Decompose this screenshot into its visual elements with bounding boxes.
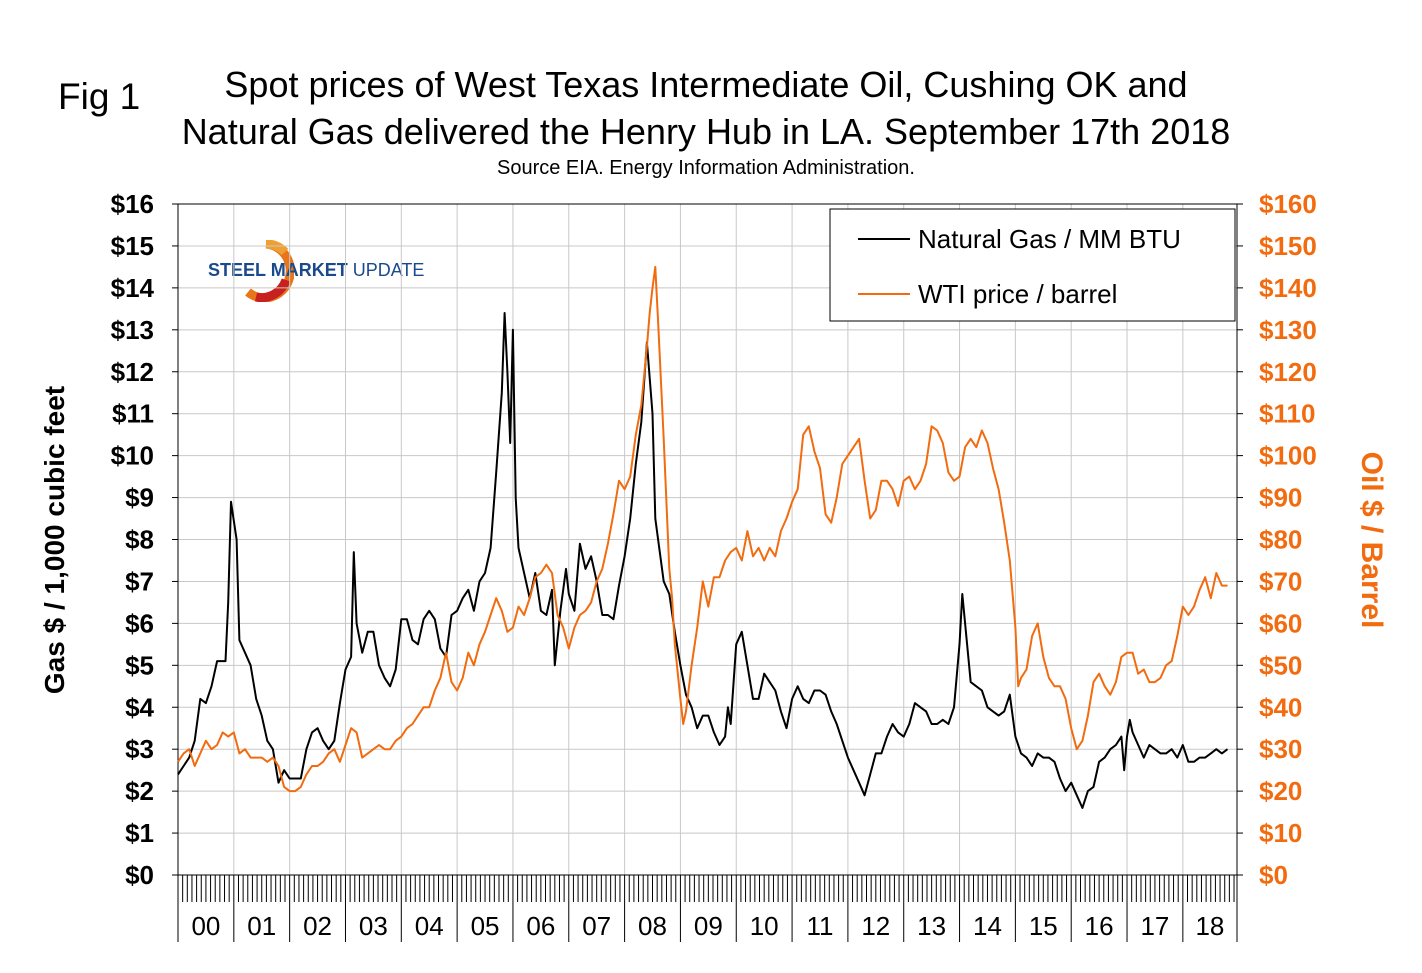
x-tick-label: 04 — [415, 911, 444, 941]
left-tick-label: $16 — [111, 189, 154, 219]
right-tick-label: $60 — [1259, 608, 1302, 638]
x-tick-label: 01 — [247, 911, 276, 941]
left-tick-label: $4 — [125, 692, 154, 722]
x-tick-label: 11 — [806, 911, 833, 941]
left-tick-label: $2 — [125, 776, 154, 806]
figure-label: Fig 1 — [58, 76, 141, 117]
right-tick-label: $100 — [1259, 441, 1317, 471]
right-tick-label: $110 — [1259, 399, 1315, 429]
x-tick-label: 07 — [582, 911, 611, 941]
x-tick-label: 00 — [191, 911, 220, 941]
right-tick-label: $30 — [1259, 734, 1302, 764]
left-tick-label: $14 — [111, 273, 155, 303]
right-tick-label: $0 — [1259, 860, 1288, 890]
x-tick-label: 10 — [750, 911, 779, 941]
legend: Natural Gas / MM BTU WTI price / barrel — [829, 208, 1236, 322]
right-tick-label: $70 — [1259, 566, 1302, 596]
left-tick-label: $12 — [111, 357, 154, 387]
right-tick-label: $160 — [1259, 189, 1317, 219]
left-tick-label: $9 — [125, 483, 154, 513]
right-tick-label: $90 — [1259, 483, 1302, 513]
right-tick-label: $20 — [1259, 776, 1302, 806]
left-tick-label: $6 — [125, 608, 154, 638]
chart-title-line1: Spot prices of West Texas Intermediate O… — [224, 64, 1188, 105]
left-tick-label: $0 — [125, 860, 154, 890]
logo-word-update: UPDATE — [352, 260, 425, 280]
x-tick-label: 14 — [973, 911, 1002, 941]
right-tick-label: $50 — [1259, 650, 1302, 680]
x-tick-label: 06 — [526, 911, 555, 941]
right-tick-label: $130 — [1259, 315, 1317, 345]
left-tick-label: $15 — [111, 231, 154, 261]
x-tick-label: 03 — [359, 911, 388, 941]
x-tick-label: 02 — [303, 911, 332, 941]
x-tick-label: 13 — [917, 911, 946, 941]
left-tick-label: $1 — [125, 818, 154, 848]
x-tick-label: 09 — [694, 911, 723, 941]
legend-label-gas: Natural Gas / MM BTU — [918, 224, 1181, 254]
x-tick-label: 16 — [1085, 911, 1114, 941]
logo-word-steel: STEEL — [208, 260, 266, 280]
x-tick-label: 17 — [1140, 911, 1169, 941]
legend-label-oil: WTI price / barrel — [918, 279, 1117, 309]
x-tick-label: 08 — [638, 911, 667, 941]
left-tick-label: $7 — [125, 566, 154, 596]
oil-price-line — [177, 265, 1228, 793]
right-tick-label: $80 — [1259, 525, 1302, 555]
left-tick-label: $11 — [112, 399, 154, 429]
legend-box — [829, 208, 1236, 322]
right-tick-label: $10 — [1259, 818, 1302, 848]
right-axis-title: Oil $ / Barrel — [1355, 452, 1388, 629]
left-tick-label: $5 — [125, 650, 154, 680]
series-lines — [177, 265, 1229, 809]
left-tick-label: $13 — [111, 315, 154, 345]
left-tick-label: $10 — [111, 441, 154, 471]
chart-source-note: Source EIA. Energy Information Administr… — [497, 157, 915, 179]
chart-title-line2: Natural Gas delivered the Henry Hub in L… — [181, 111, 1231, 152]
left-tick-label: $3 — [125, 734, 154, 764]
x-tick-label: 15 — [1029, 911, 1058, 941]
right-tick-label: $140 — [1259, 273, 1317, 303]
x-tick-label: 12 — [861, 911, 890, 941]
right-tick-label: $120 — [1259, 357, 1317, 387]
x-tick-label: 05 — [471, 911, 500, 941]
right-tick-label: $150 — [1259, 231, 1317, 261]
right-tick-label: $40 — [1259, 692, 1302, 722]
axes: $0 $0 $1 $10 $2 $20 $3 $30 $4 $40 $5 $50 $6 $60 $7 $70 $… — [39, 189, 1388, 942]
left-tick-label: $8 — [125, 525, 154, 555]
x-tick-label: 18 — [1195, 911, 1224, 941]
left-axis-title: Gas $ / 1,000 cubic feet — [39, 386, 70, 694]
gas-price-line — [177, 312, 1229, 809]
